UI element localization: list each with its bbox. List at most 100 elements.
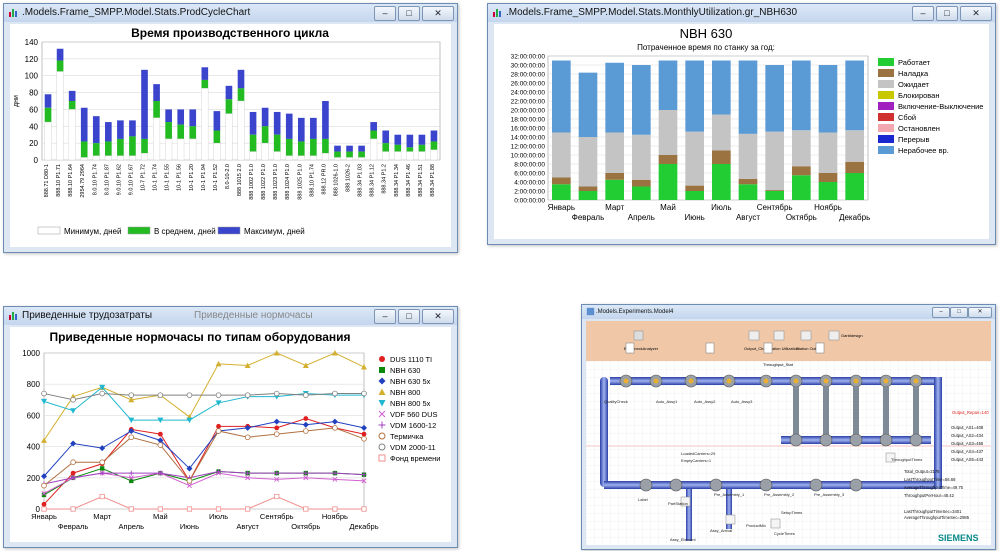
legend-marker [379, 356, 385, 362]
maximize-button[interactable]: □ [398, 6, 420, 21]
station-node[interactable] [669, 478, 683, 492]
counter-icon[interactable] [705, 342, 715, 354]
bar-max [141, 69, 148, 139]
bar-avg [430, 141, 438, 150]
x-tick-label: Февраль [572, 213, 605, 222]
close-button[interactable]: ✕ [960, 6, 992, 21]
title-bar[interactable]: .Models.Experiments.Model4 – □ ✕ [582, 305, 995, 319]
station-utilization[interactable]: Station Utilization [768, 330, 799, 351]
close-button[interactable]: ✕ [968, 307, 992, 318]
minimize-button[interactable]: – [932, 307, 950, 318]
maximize-button[interactable]: □ [398, 309, 420, 324]
data-point [215, 428, 222, 434]
data-point [157, 392, 164, 398]
station-node[interactable] [809, 478, 823, 492]
bottleneck-analyzer[interactable]: BottleneckAnalyzer [624, 330, 659, 351]
bar-segment [552, 177, 571, 185]
cycle-times-label: CycleTimes [774, 531, 795, 536]
legend-marker [378, 388, 386, 395]
legend-label: Термичка [390, 432, 424, 441]
data-point [128, 506, 134, 512]
y-tick-label: 26:00:00:00 [511, 81, 546, 88]
bar-avg [213, 130, 221, 144]
title-bar[interactable]: .Models.Frame_SMPP.Model.Stats.MonthlyUt… [488, 4, 995, 22]
bar-max [310, 117, 317, 139]
x-tick-label: Сентябрь [260, 512, 294, 521]
method-icon[interactable] [680, 496, 691, 507]
data-point [99, 390, 105, 397]
data-point [215, 392, 222, 398]
station-node[interactable] [879, 433, 893, 447]
y-tick-label: 40 [29, 122, 38, 131]
station-node[interactable] [789, 433, 803, 447]
method-icon[interactable] [770, 518, 781, 529]
bar-max [322, 101, 329, 139]
close-button[interactable]: ✕ [422, 309, 454, 324]
station-node[interactable] [849, 433, 863, 447]
data-point [216, 469, 222, 475]
gantt-design[interactable]: Ganttdesign [828, 330, 863, 341]
x-tick-label: 888.10 P1.74 [309, 164, 315, 197]
maximize-button[interactable]: □ [950, 307, 968, 318]
chart-panel: Время производственного цикла 0 20 40 60 80 10… [10, 24, 451, 247]
close-button[interactable]: ✕ [422, 6, 454, 21]
title-bar[interactable]: Приведенные трудозатраты Приведенные нор… [4, 307, 457, 325]
data-point [244, 362, 251, 368]
data-point [273, 350, 280, 356]
station-node[interactable] [909, 433, 923, 447]
y-tick-label: 0:00:00:00 [514, 198, 545, 205]
model-window: .Models.Experiments.Model4 – □ ✕ Bottlen… [581, 304, 996, 550]
output-as3: Output_AS3=456 [951, 441, 984, 446]
series-line [43, 421, 365, 477]
x-tick-label: 8.0.10 P1.74 [92, 164, 98, 195]
station-output[interactable]: Station Output [796, 330, 822, 351]
bar-segment [765, 190, 784, 191]
legend-label: NBH 800 [390, 388, 420, 397]
output-chart[interactable]: Output_Chart [744, 330, 769, 351]
minimize-button[interactable]: – [912, 6, 934, 21]
counter-icon[interactable] [625, 342, 635, 354]
bar-segment [658, 164, 678, 200]
chart-title: NBH 630 [680, 26, 733, 41]
auto-assy1-label: Auto_Assy1 [656, 399, 678, 404]
data-point [361, 390, 367, 397]
throughput-per-hour: ThroughputPerHour=48.42 [904, 493, 955, 498]
bar-min [140, 153, 149, 161]
station-light [623, 378, 629, 384]
norm-hours-chart: Приведенные нормочасы по типам оборудова… [22, 330, 440, 531]
data-point [41, 506, 47, 512]
x-tick-label: Декабрь [839, 213, 870, 222]
bar-min [249, 151, 257, 161]
counter-icon[interactable] [815, 342, 825, 354]
bar-max [382, 130, 390, 144]
bar-max [297, 117, 305, 142]
chart-icon [9, 312, 17, 320]
bar-min [370, 138, 378, 161]
x-tick-label: 10-1 P1.20 [189, 164, 195, 191]
method-icon[interactable] [725, 514, 736, 525]
window-title: .Models.Frame_SMPP.Model.Stats.MonthlyUt… [506, 7, 798, 18]
station-node[interactable] [759, 478, 773, 492]
norm-hours-window: Приведенные трудозатраты Приведенные нор… [3, 306, 458, 548]
minimize-button[interactable]: – [374, 309, 396, 324]
bar-avg [153, 101, 160, 118]
y-tick-label: 24:00:00:00 [511, 90, 546, 97]
x-tick-label: 888.34 P1.46 [406, 164, 412, 197]
data-point [70, 408, 77, 414]
station-node[interactable] [819, 433, 833, 447]
avg-throughput: AverageThroughputTime=49.75 [904, 485, 964, 490]
data-point [99, 445, 106, 452]
minimize-button[interactable]: – [374, 6, 396, 21]
station-node[interactable] [709, 478, 723, 492]
maximize-button[interactable]: □ [936, 6, 958, 21]
data-point [128, 392, 135, 398]
station-node[interactable] [639, 478, 653, 492]
bar-max [213, 111, 221, 131]
station-light [688, 378, 694, 384]
bar-min [153, 117, 161, 161]
data-point [303, 392, 309, 398]
counter-icon[interactable] [763, 342, 773, 354]
station-node[interactable] [849, 478, 863, 492]
method-icon[interactable] [885, 452, 896, 463]
title-bar[interactable]: .Models.Frame_SMPP.Model.Stats.ProdCycle… [4, 4, 457, 22]
